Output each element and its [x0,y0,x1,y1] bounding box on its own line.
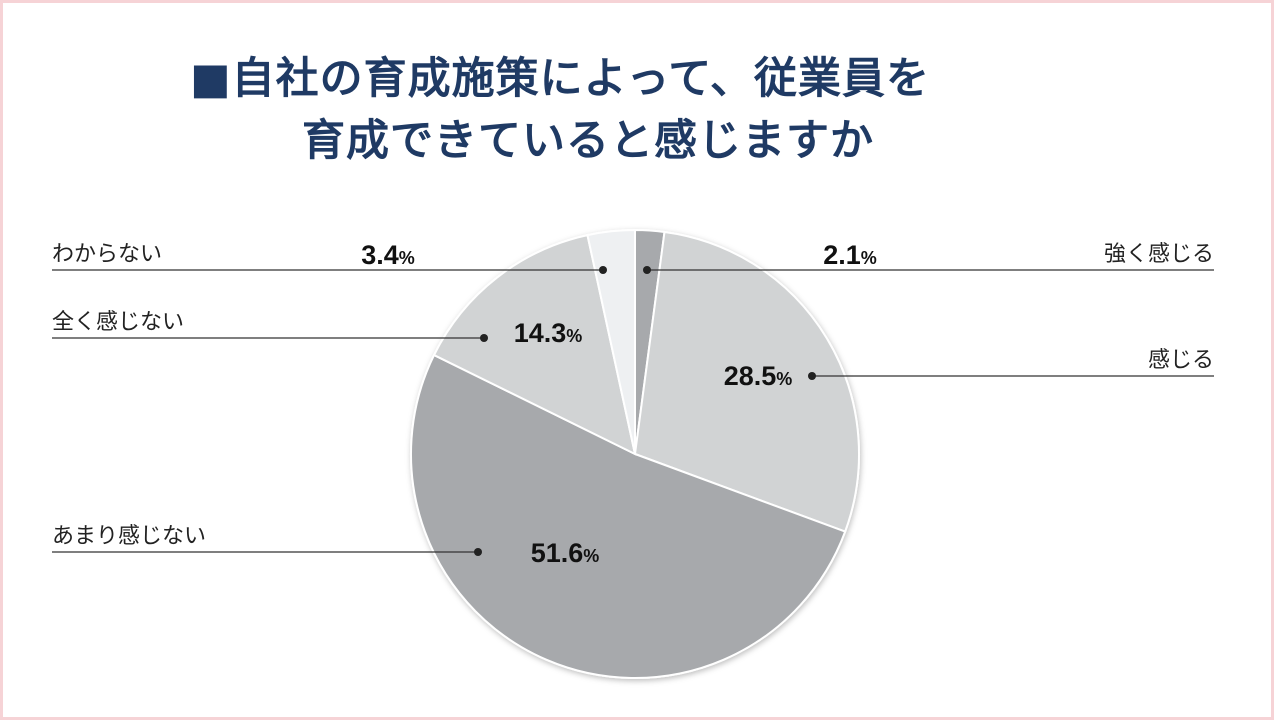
leader-dot-not-much [474,548,482,556]
leader-dot-unknown [599,266,607,274]
slice-labels: 強く感じる 2.1% 感じる 28.5% あまり感じない 51.6% 全く感じない 14.3%… [52,240,1214,568]
pie-slice-unknown [586,228,636,455]
category-label-not-much: あまり感じない [52,524,206,549]
pie-slice-not-at-all [432,233,637,456]
leader-dot-feel [808,372,816,380]
value-label-unknown: 3.4% [361,240,415,270]
chart-title-line1: ■自社の育成施策によって、従業員を [190,48,1090,110]
chart-title: ■自社の育成施策によって、従業員を 育成できていると感じますか [190,48,1090,172]
leader-dot-strong [643,266,651,274]
pie-slice-not-much [410,353,847,679]
leader-lines [52,266,1214,556]
pie-slice-feel [633,230,860,533]
value-label-strong: 2.1% [823,240,877,270]
title-text-1: 自社の育成施策によって、従業員を [231,54,931,104]
leader-dot-not-at-all [480,334,488,342]
category-label-strong: 強く感じる [1104,242,1214,267]
value-label-feel: 28.5% [724,361,793,391]
title-marker: ■ [190,54,232,104]
value-label-not-at-all: 14.3% [514,318,583,348]
category-label-not-at-all: 全く感じない [52,310,184,335]
category-label-unknown: わからない [52,242,162,267]
chart-title-line2: 育成できていると感じますか [302,116,874,166]
value-label-not-much: 51.6% [531,538,600,568]
pie-slices [410,228,860,679]
category-label-feel: 感じる [1148,348,1214,373]
